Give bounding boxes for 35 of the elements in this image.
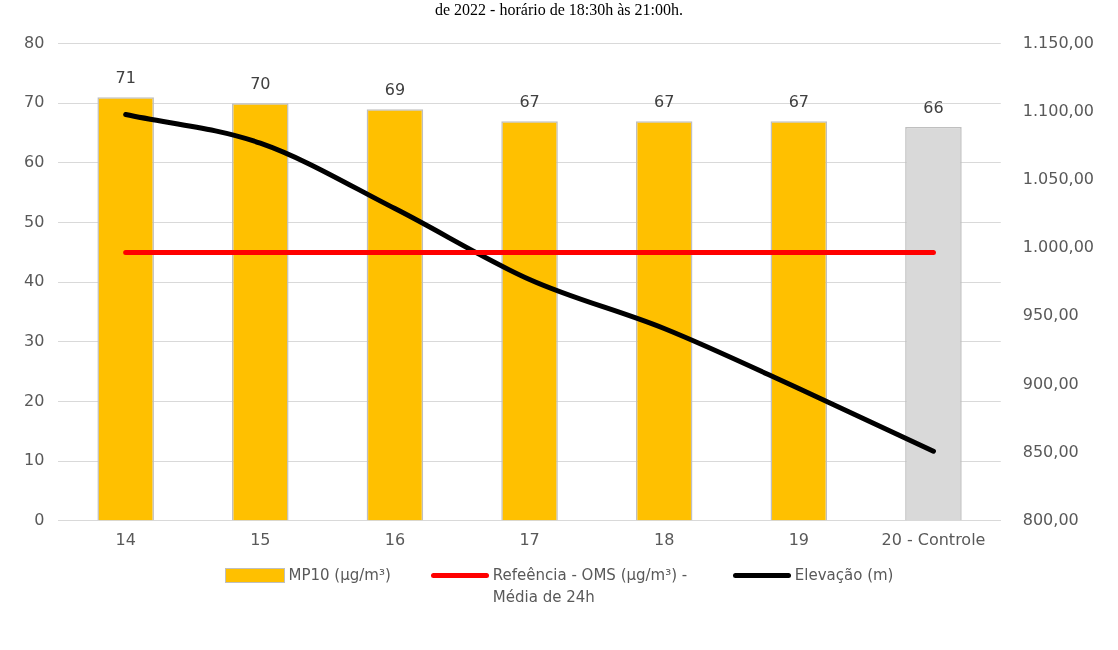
chart-title: de 2022 - horário de 18:30h às 21:00h. <box>434 0 684 20</box>
y-tick-label: 0 <box>34 509 45 529</box>
x-tick-label: 14 <box>115 529 136 549</box>
y-tick-label: 30 <box>24 331 45 351</box>
x-tick-label: 15 <box>250 529 271 549</box>
y2-tick-label: 900,00 <box>1022 373 1079 393</box>
y-tick-label: 10 <box>24 450 45 470</box>
y2-tick-label: 1.150,00 <box>1022 32 1094 52</box>
legend-label: Refeência - OMS (µg/m³) - Média de 24h <box>492 565 689 608</box>
x-tick-label: 19 <box>788 529 809 549</box>
y2-tick-label: 1.050,00 <box>1022 169 1094 189</box>
y2-tick-label: 1.000,00 <box>1022 237 1094 257</box>
x-tick-label: 20 - Controle <box>881 529 986 549</box>
data-label: 66 <box>923 98 944 118</box>
legend-label: MP10 (µg/m³) <box>288 565 391 586</box>
y-tick-label: 70 <box>24 92 45 112</box>
data-label: 67 <box>519 92 540 112</box>
y-tick-label: 40 <box>24 271 45 291</box>
y2-tick-label: 800,00 <box>1022 509 1079 529</box>
x-tick-label: 18 <box>654 529 675 549</box>
legend-label: Elevação (m) <box>794 565 894 586</box>
y-tick-label: 20 <box>24 390 45 410</box>
data-label: 69 <box>384 80 406 100</box>
y-tick-label: 80 <box>24 32 45 52</box>
y2-tick-label: 850,00 <box>1022 441 1079 461</box>
y-tick-label: 50 <box>24 211 45 231</box>
y2-tick-label: 950,00 <box>1022 305 1079 325</box>
data-label: 67 <box>654 92 675 112</box>
y-tick-label: 60 <box>24 152 45 172</box>
x-tick-label: 16 <box>384 529 406 549</box>
y2-tick-label: 1.100,00 <box>1022 100 1094 120</box>
data-label: 67 <box>788 92 809 112</box>
data-label: 70 <box>250 74 271 94</box>
x-tick-label: 17 <box>519 529 540 549</box>
data-label: 71 <box>115 68 136 88</box>
